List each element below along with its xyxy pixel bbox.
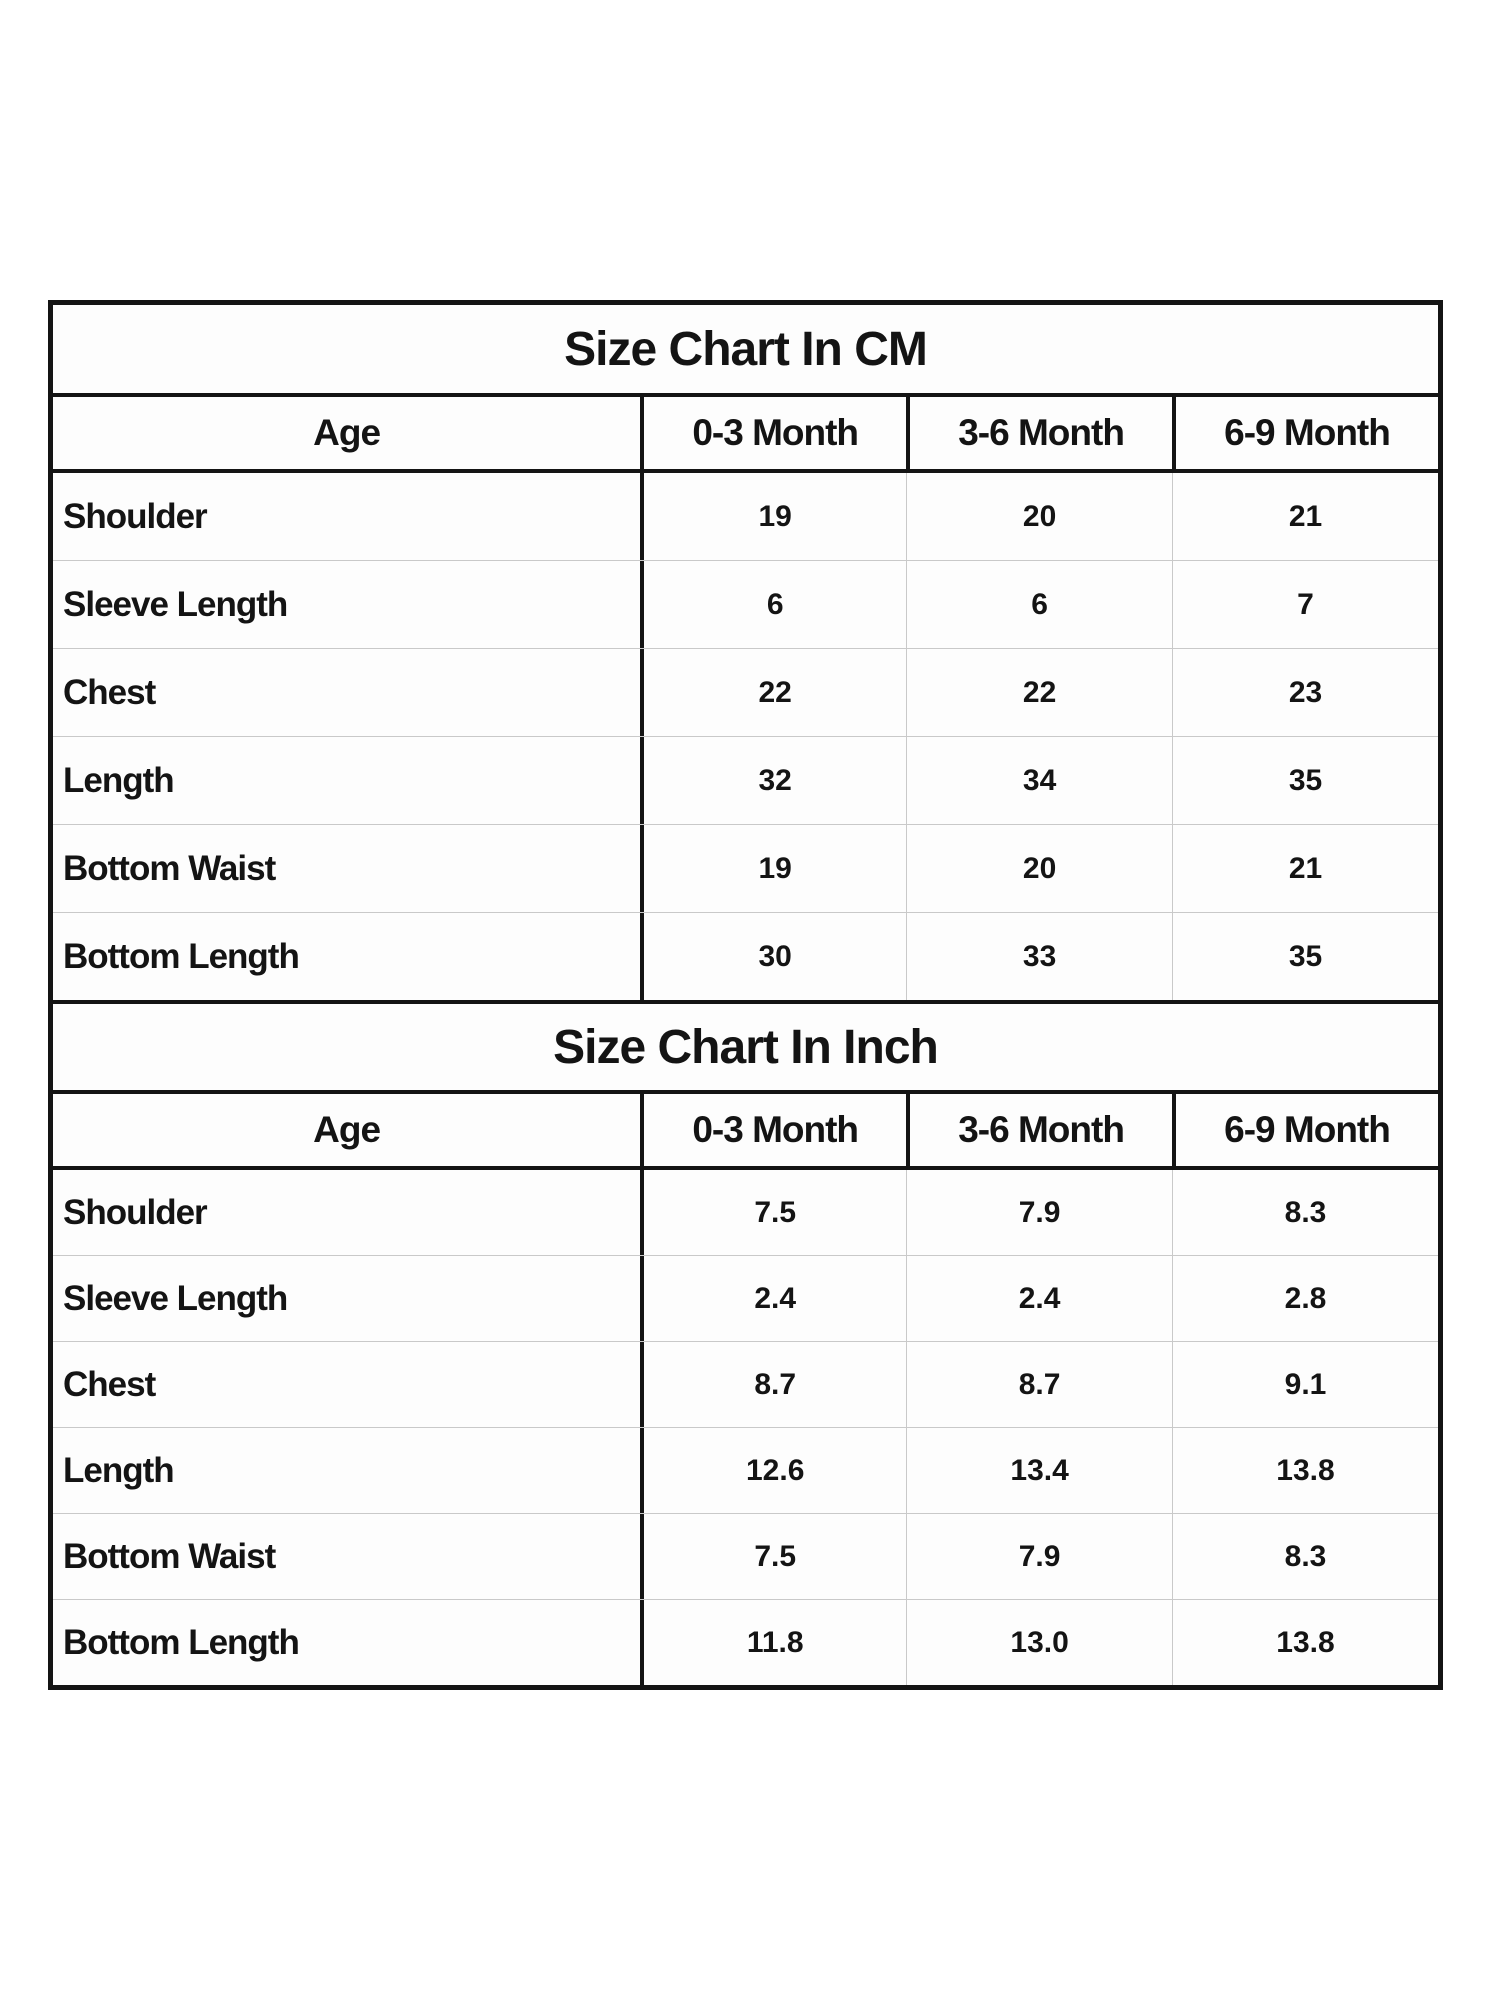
- size-value: 7.5: [640, 1170, 906, 1255]
- size-value: 8.7: [906, 1342, 1172, 1427]
- size-value: 19: [640, 473, 906, 560]
- size-value: 20: [906, 825, 1172, 912]
- size-value: 2.4: [640, 1256, 906, 1341]
- size-value: 8.7: [640, 1342, 906, 1427]
- measurement-row-shoulder: Shoulder 7.5 7.9 8.3: [53, 1170, 1438, 1256]
- measurement-row-sleeve-length: Sleeve Length 2.4 2.4 2.8: [53, 1256, 1438, 1342]
- inch-header-row: Age 0-3 Month 3-6 Month 6-9 Month: [53, 1094, 1438, 1170]
- row-label: Shoulder: [63, 1192, 208, 1232]
- size-value: 7.9: [906, 1514, 1172, 1599]
- size-value: 12.6: [640, 1428, 906, 1513]
- size-value: 6: [640, 561, 906, 648]
- measurement-row-chest: Chest 8.7 8.7 9.1: [53, 1342, 1438, 1428]
- measurement-row-bottom-length: Bottom Length 30 33 35: [53, 913, 1438, 1000]
- month-column-header-3-6: 3-6 Month: [906, 397, 1172, 469]
- size-value: 7.9: [906, 1170, 1172, 1255]
- size-value: 20: [906, 473, 1172, 560]
- size-value: 30: [640, 913, 906, 1000]
- measurement-row-length: Length 32 34 35: [53, 737, 1438, 825]
- size-value: 6: [906, 561, 1172, 648]
- size-value: 7.5: [640, 1514, 906, 1599]
- inch-section-title: Size Chart In Inch: [53, 1004, 1438, 1094]
- measurement-row-chest: Chest 22 22 23: [53, 649, 1438, 737]
- size-value: 21: [1172, 825, 1438, 912]
- row-label: Chest: [63, 1364, 156, 1404]
- size-value: 35: [1172, 913, 1438, 1000]
- cm-section-title: Size Chart In CM: [53, 305, 1438, 397]
- row-label: Chest: [63, 672, 156, 712]
- size-value: 7: [1172, 561, 1438, 648]
- size-value: 11.8: [640, 1600, 906, 1685]
- age-column-header: Age: [313, 412, 381, 453]
- row-label: Length: [63, 760, 175, 800]
- row-label: Bottom Length: [63, 1622, 300, 1662]
- size-value: 2.8: [1172, 1256, 1438, 1341]
- measurement-row-sleeve-length: Sleeve Length 6 6 7: [53, 561, 1438, 649]
- size-chart-table: Size Chart In CM Age 0-3 Month 3-6 Month…: [48, 300, 1443, 1690]
- size-value: 19: [640, 825, 906, 912]
- size-value: 22: [906, 649, 1172, 736]
- row-label: Length: [63, 1450, 175, 1490]
- month-column-header-3-6: 3-6 Month: [906, 1094, 1172, 1166]
- size-value: 8.3: [1172, 1514, 1438, 1599]
- size-value: 34: [906, 737, 1172, 824]
- cm-section: Size Chart In CM Age 0-3 Month 3-6 Month…: [53, 305, 1438, 1000]
- size-value: 13.8: [1172, 1428, 1438, 1513]
- size-value: 33: [906, 913, 1172, 1000]
- month-column-header-0-3: 0-3 Month: [640, 397, 906, 469]
- size-value: 23: [1172, 649, 1438, 736]
- row-label: Sleeve Length: [63, 1278, 288, 1318]
- size-value: 2.4: [906, 1256, 1172, 1341]
- inch-section: Size Chart In Inch Age 0-3 Month 3-6 Mon…: [53, 1000, 1438, 1685]
- row-label: Sleeve Length: [63, 584, 288, 624]
- month-column-header-0-3: 0-3 Month: [640, 1094, 906, 1166]
- size-value: 21: [1172, 473, 1438, 560]
- row-label: Bottom Length: [63, 936, 300, 976]
- measurement-row-bottom-waist: Bottom Waist 19 20 21: [53, 825, 1438, 913]
- measurement-row-bottom-waist: Bottom Waist 7.5 7.9 8.3: [53, 1514, 1438, 1600]
- size-value: 8.3: [1172, 1170, 1438, 1255]
- age-column-header: Age: [313, 1109, 381, 1150]
- row-label: Bottom Waist: [63, 848, 276, 888]
- size-value: 13.4: [906, 1428, 1172, 1513]
- row-label: Bottom Waist: [63, 1536, 276, 1576]
- month-column-header-6-9: 6-9 Month: [1172, 1094, 1438, 1166]
- size-value: 22: [640, 649, 906, 736]
- size-value: 35: [1172, 737, 1438, 824]
- size-value: 32: [640, 737, 906, 824]
- measurement-row-bottom-length: Bottom Length 11.8 13.0 13.8: [53, 1600, 1438, 1685]
- measurement-row-length: Length 12.6 13.4 13.8: [53, 1428, 1438, 1514]
- measurement-row-shoulder: Shoulder 19 20 21: [53, 473, 1438, 561]
- cm-header-row: Age 0-3 Month 3-6 Month 6-9 Month: [53, 397, 1438, 473]
- size-value: 13.0: [906, 1600, 1172, 1685]
- size-value: 13.8: [1172, 1600, 1438, 1685]
- size-value: 9.1: [1172, 1342, 1438, 1427]
- month-column-header-6-9: 6-9 Month: [1172, 397, 1438, 469]
- row-label: Shoulder: [63, 496, 208, 536]
